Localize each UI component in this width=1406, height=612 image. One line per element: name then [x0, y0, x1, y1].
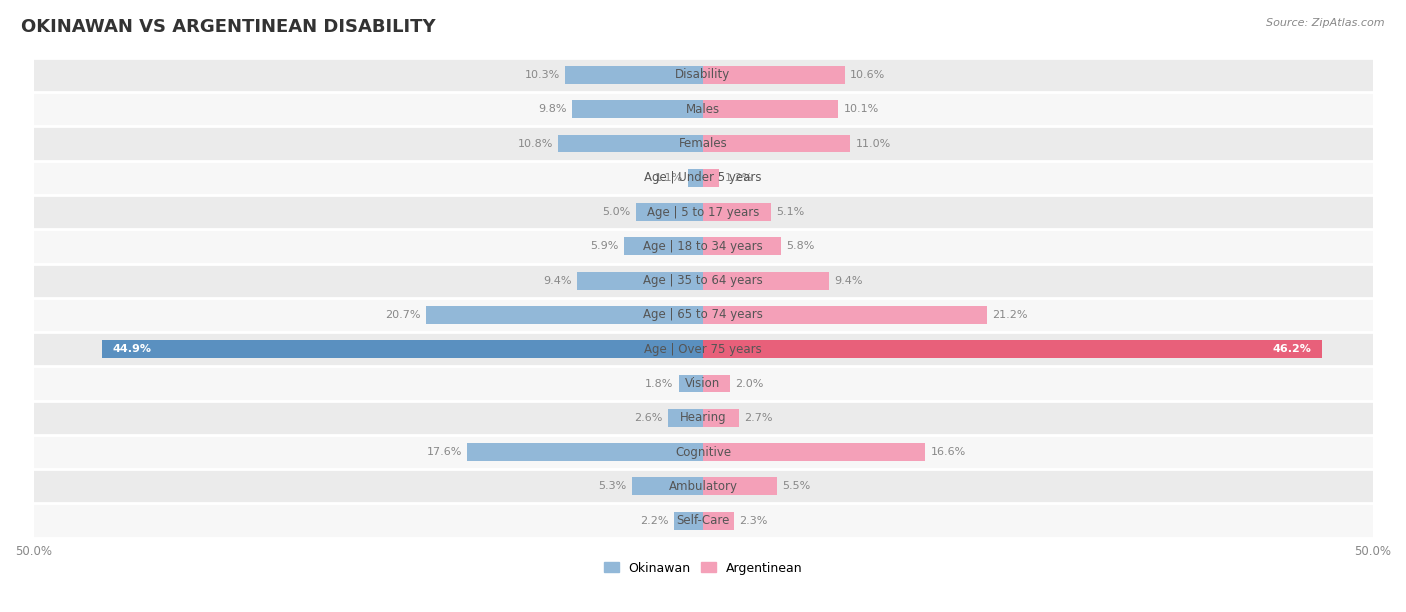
- Text: 16.6%: 16.6%: [931, 447, 966, 457]
- Text: 10.3%: 10.3%: [524, 70, 560, 80]
- Bar: [703, 512, 734, 529]
- Bar: [558, 135, 703, 152]
- Text: 5.8%: 5.8%: [786, 241, 814, 252]
- Text: Age | 5 to 17 years: Age | 5 to 17 years: [647, 206, 759, 218]
- Text: 1.2%: 1.2%: [724, 173, 752, 183]
- Bar: [703, 443, 925, 461]
- Text: Ambulatory: Ambulatory: [668, 480, 738, 493]
- Bar: [34, 332, 1372, 367]
- Legend: Okinawan, Argentinean: Okinawan, Argentinean: [599, 556, 807, 580]
- Text: Age | Over 75 years: Age | Over 75 years: [644, 343, 762, 356]
- Text: Age | 35 to 64 years: Age | 35 to 64 years: [643, 274, 763, 287]
- Bar: [703, 203, 772, 221]
- Text: 2.0%: 2.0%: [735, 378, 763, 389]
- Bar: [703, 100, 838, 118]
- Text: 20.7%: 20.7%: [385, 310, 420, 320]
- Bar: [636, 203, 703, 221]
- Text: Vision: Vision: [685, 377, 721, 390]
- Bar: [624, 237, 703, 255]
- Text: 1.8%: 1.8%: [645, 378, 673, 389]
- Bar: [673, 512, 703, 529]
- Text: Age | Under 5 years: Age | Under 5 years: [644, 171, 762, 184]
- Text: 44.9%: 44.9%: [112, 344, 152, 354]
- Bar: [703, 477, 776, 495]
- Bar: [703, 135, 851, 152]
- Bar: [34, 504, 1372, 538]
- Text: Source: ZipAtlas.com: Source: ZipAtlas.com: [1267, 18, 1385, 28]
- Text: Age | 65 to 74 years: Age | 65 to 74 years: [643, 308, 763, 321]
- Text: Females: Females: [679, 137, 727, 150]
- Text: 10.6%: 10.6%: [851, 70, 886, 80]
- Text: 10.8%: 10.8%: [517, 138, 553, 149]
- Bar: [34, 161, 1372, 195]
- Text: Age | 18 to 34 years: Age | 18 to 34 years: [643, 240, 763, 253]
- Bar: [34, 92, 1372, 127]
- Bar: [34, 367, 1372, 401]
- Bar: [34, 127, 1372, 161]
- Text: Disability: Disability: [675, 69, 731, 81]
- Text: 2.3%: 2.3%: [740, 516, 768, 526]
- Text: 17.6%: 17.6%: [426, 447, 463, 457]
- Text: Males: Males: [686, 103, 720, 116]
- Text: 5.9%: 5.9%: [591, 241, 619, 252]
- Text: 46.2%: 46.2%: [1272, 344, 1310, 354]
- Bar: [34, 469, 1372, 504]
- Bar: [34, 195, 1372, 230]
- Text: 2.7%: 2.7%: [745, 412, 773, 423]
- Bar: [34, 435, 1372, 469]
- Text: OKINAWAN VS ARGENTINEAN DISABILITY: OKINAWAN VS ARGENTINEAN DISABILITY: [21, 18, 436, 36]
- Bar: [703, 409, 740, 427]
- Bar: [703, 169, 718, 187]
- Bar: [101, 340, 703, 358]
- Bar: [668, 409, 703, 427]
- Bar: [703, 272, 830, 289]
- Text: 5.5%: 5.5%: [782, 482, 810, 491]
- Bar: [633, 477, 703, 495]
- Bar: [34, 298, 1372, 332]
- Bar: [679, 375, 703, 392]
- Text: 21.2%: 21.2%: [993, 310, 1028, 320]
- Bar: [467, 443, 703, 461]
- Text: 9.4%: 9.4%: [834, 275, 863, 286]
- Bar: [703, 237, 780, 255]
- Text: Self-Care: Self-Care: [676, 514, 730, 527]
- Bar: [689, 169, 703, 187]
- Text: 2.2%: 2.2%: [640, 516, 668, 526]
- Text: 5.3%: 5.3%: [599, 482, 627, 491]
- Bar: [34, 401, 1372, 435]
- Bar: [426, 306, 703, 324]
- Bar: [703, 340, 1322, 358]
- Bar: [34, 58, 1372, 92]
- Text: Hearing: Hearing: [679, 411, 727, 424]
- Bar: [565, 66, 703, 84]
- Text: Cognitive: Cognitive: [675, 446, 731, 458]
- Bar: [572, 100, 703, 118]
- Bar: [34, 230, 1372, 264]
- Text: 2.6%: 2.6%: [634, 412, 662, 423]
- Bar: [703, 375, 730, 392]
- Text: 5.1%: 5.1%: [776, 207, 804, 217]
- Text: 11.0%: 11.0%: [856, 138, 891, 149]
- Text: 1.1%: 1.1%: [655, 173, 683, 183]
- Text: 9.4%: 9.4%: [543, 275, 572, 286]
- Bar: [703, 66, 845, 84]
- Bar: [34, 264, 1372, 298]
- Text: 5.0%: 5.0%: [602, 207, 631, 217]
- Text: 9.8%: 9.8%: [538, 104, 567, 114]
- Bar: [576, 272, 703, 289]
- Bar: [703, 306, 987, 324]
- Text: 10.1%: 10.1%: [844, 104, 879, 114]
